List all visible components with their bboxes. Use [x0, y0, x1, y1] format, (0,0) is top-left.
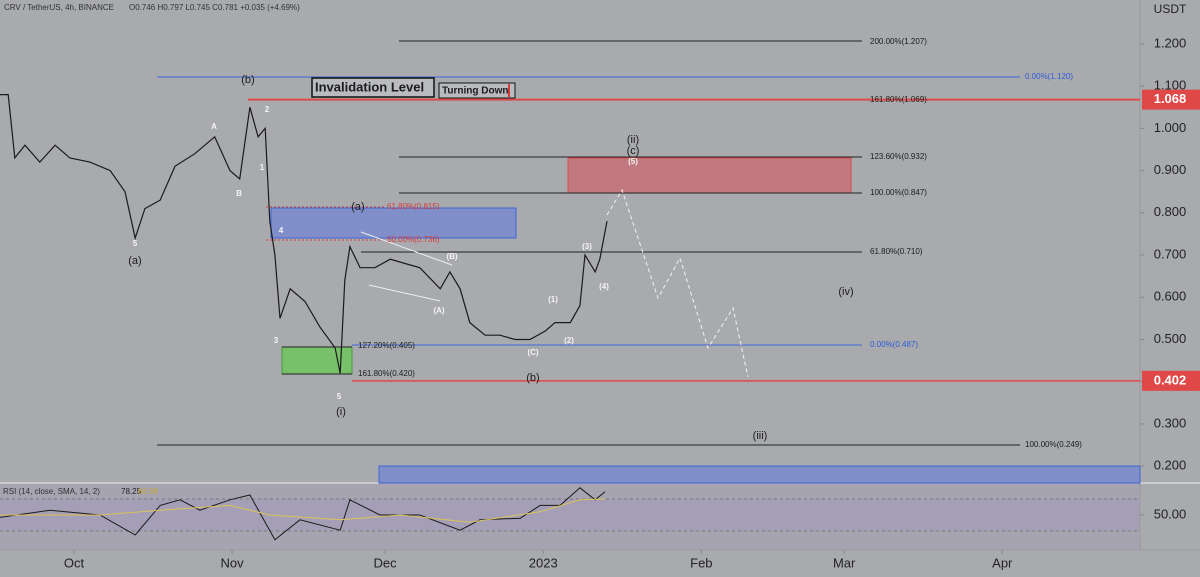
wedge-line [360, 231, 453, 266]
wave-label: (5) [628, 157, 638, 166]
turning-box [438, 82, 516, 99]
y-tick-label: 0.900 [1154, 162, 1187, 177]
fib-label: 100.00%(0.249) [1025, 440, 1082, 449]
y-tick-label: 0.200 [1154, 458, 1187, 473]
wave-label: (iii) [753, 430, 768, 442]
rsi-value: 78.25 [121, 487, 142, 496]
invalidation-box [311, 77, 435, 98]
wave-label: (iv) [838, 286, 853, 298]
price-tag [1142, 370, 1200, 391]
y-tick-label: 1.100 [1154, 78, 1187, 93]
symbol: CRV / TetherUS, 4h, BINANCE [4, 3, 114, 12]
x-tick-label: Feb [690, 555, 712, 570]
target-zone [567, 157, 852, 194]
wedge-line [368, 284, 441, 302]
x-tick-label: Apr [992, 555, 1013, 570]
wave-label: (4) [599, 282, 609, 291]
series-line [0, 498, 605, 523]
series-line [0, 487, 606, 541]
price-tag [1142, 89, 1200, 110]
wave-label: B [236, 189, 242, 198]
levels [157, 40, 1020, 446]
y-tick-label: 0.300 [1154, 415, 1187, 430]
y-tick-label: 1.200 [1154, 35, 1187, 50]
y-tick-label: 0.500 [1154, 331, 1187, 346]
fib-label: 0.00%(0.487) [870, 340, 918, 349]
wave-label: (C) [527, 348, 538, 357]
x-tick-label: Oct [64, 555, 85, 570]
y-tick-label: 0.600 [1154, 289, 1187, 304]
fib-label: 0.00%(1.120) [1025, 72, 1073, 81]
projection [606, 188, 749, 378]
axis-unit: USDT [1154, 2, 1187, 16]
wave-label: (a) [128, 255, 141, 267]
fib-label: 61.80%(0.815) [387, 202, 440, 211]
fib-label: 127.20%(0.405) [358, 341, 415, 350]
fib-label: 50.00%(0.736) [387, 235, 440, 244]
x-tick-label: Mar [833, 555, 856, 570]
wave-label: (i) [336, 406, 346, 418]
wave-label: (3) [582, 242, 592, 251]
wave-label: (a) [351, 201, 364, 213]
target-zone-low [378, 465, 1141, 484]
x-tick-label: Nov [221, 555, 245, 570]
rsi-band [0, 499, 1140, 531]
wave-label: (b) [526, 372, 539, 384]
wave-label: (ii) [627, 134, 639, 146]
wave-label: (2) [564, 336, 574, 345]
wave-label: 3 [274, 336, 279, 345]
wave-label: 2 [265, 105, 270, 114]
wave-label: 4 [279, 226, 284, 235]
resistance-zone [270, 207, 517, 239]
x-tick-label: Dec [374, 555, 398, 570]
wave-label: (1) [548, 295, 558, 304]
y-tick-label: 0.700 [1154, 246, 1187, 261]
turning-label: Turning Down [442, 86, 508, 97]
wave-label: 5 [133, 239, 138, 248]
price-tag-label: 1.068 [1154, 91, 1187, 106]
fib-label: 200.00%(1.207) [870, 37, 927, 46]
y-tick-label: 0.800 [1154, 204, 1187, 219]
fib-label: 161.80%(0.420) [358, 369, 415, 378]
wave-label: (c) [627, 145, 640, 157]
wave-label: (b) [241, 74, 254, 86]
sma-value: 66.99 [138, 487, 159, 496]
wave-label: (B) [446, 252, 457, 261]
price-tag-label: 0.402 [1154, 372, 1187, 387]
series-line [0, 94, 608, 374]
invalidation-label: Invalidation Level [315, 79, 424, 94]
rsi-title: RSI (14, close, SMA, 14, 2) [3, 487, 100, 496]
wave-label: A [211, 122, 217, 131]
fib-label: 161.80%(1.069) [870, 95, 927, 104]
fib-label: 61.80%(0.710) [870, 247, 923, 256]
fib-label: 100.00%(0.847) [870, 188, 927, 197]
x-tick-label: 2023 [529, 555, 558, 570]
wave-label: 5 [337, 392, 342, 401]
wave-label: (A) [433, 306, 444, 315]
ohlc: O0.746 H0.797 L0.745 C0.781 +0.035 (+4.6… [129, 3, 300, 12]
y-tick-label: 1.000 [1154, 120, 1187, 135]
wave-label: 1 [260, 163, 265, 172]
fib-label: 123.60%(0.932) [870, 152, 927, 161]
y-tick-label: 50.00 [1154, 506, 1187, 521]
